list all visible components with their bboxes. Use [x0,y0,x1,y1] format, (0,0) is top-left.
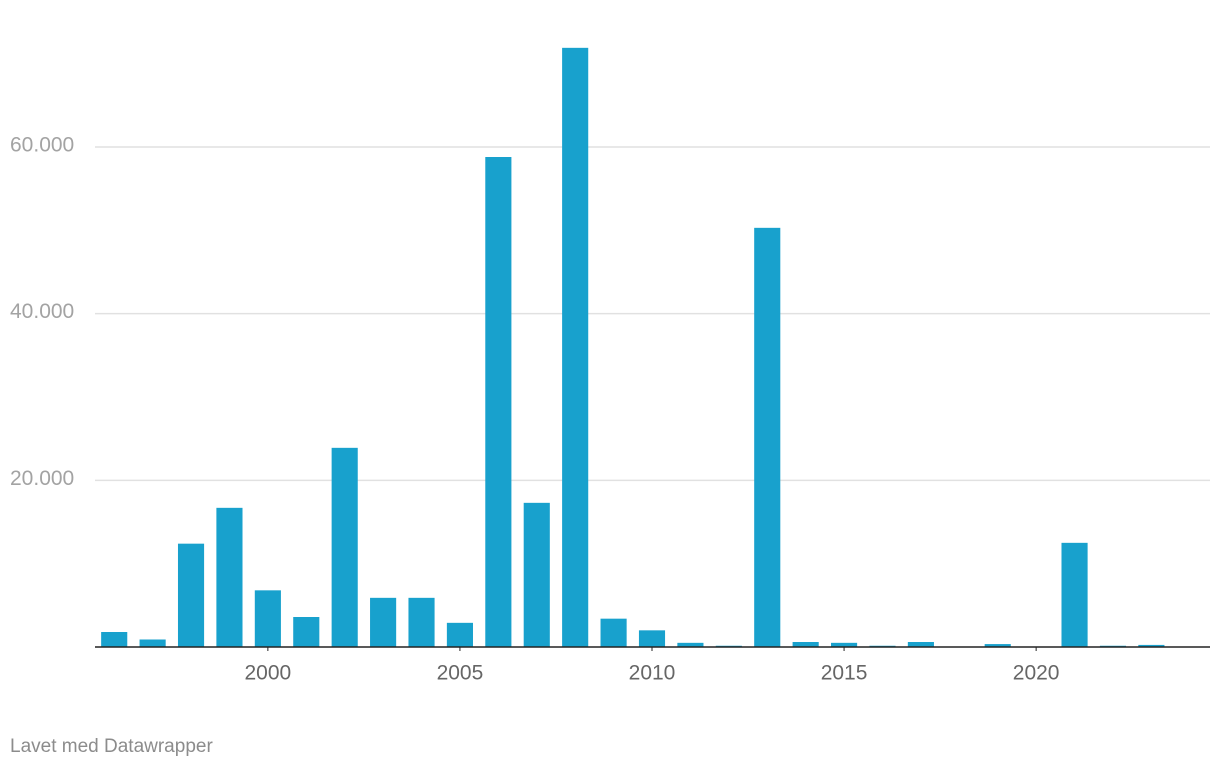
x-tick-label: 2005 [437,662,484,685]
bar [370,597,397,647]
bar [446,622,473,647]
bar [408,597,435,647]
bar [792,642,819,647]
bar [254,590,281,647]
bar [101,632,128,647]
footer: Lavet med Datawrapper [10,736,213,757]
bar [293,617,320,647]
bar [1138,644,1165,647]
bar [907,642,934,647]
x-tick-label: 2020 [1013,662,1060,685]
bar [216,507,243,647]
bar [331,447,358,647]
bar [177,543,205,647]
bar [139,639,166,647]
bar [562,47,589,648]
bar [523,502,550,647]
bar [638,630,666,647]
y-tick-label: 60.000 [10,134,74,157]
x-tick-label: 2015 [821,662,868,685]
bar [485,157,512,647]
y-tick-label: 20.000 [10,467,74,490]
bar [984,644,1011,647]
bar [754,227,781,648]
bar [600,618,627,647]
y-tick-label: 40.000 [10,300,74,323]
bar [831,642,858,647]
x-tick-label: 2010 [629,662,676,685]
x-tick-label: 2000 [245,662,292,685]
bar [677,642,704,647]
bar [1061,542,1088,647]
